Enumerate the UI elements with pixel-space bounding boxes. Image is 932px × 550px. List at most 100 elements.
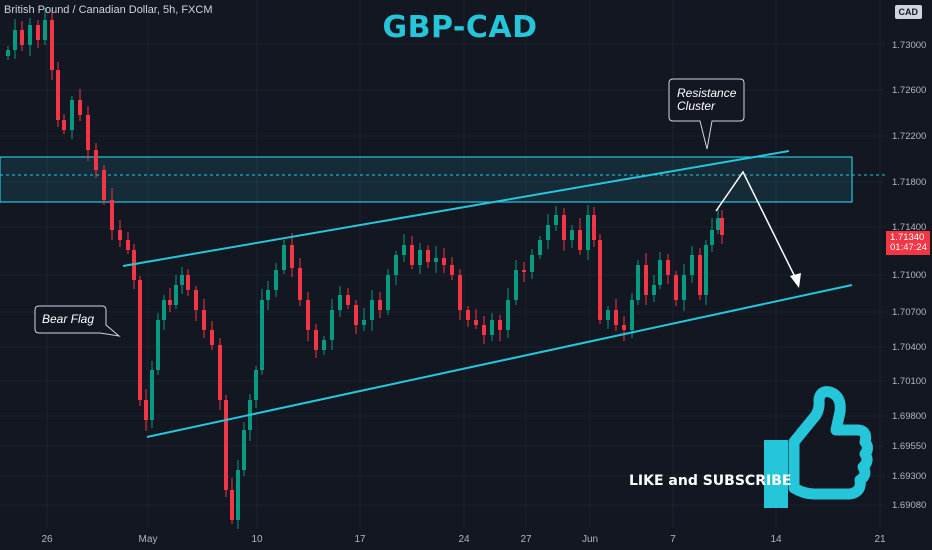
candle-body: [180, 275, 184, 285]
price-label: 1.69300: [892, 471, 927, 482]
candle-body: [202, 310, 206, 330]
date-label: 27: [520, 534, 532, 545]
candle-body: [450, 265, 454, 275]
candle-body: [378, 300, 382, 310]
candle-body: [274, 270, 278, 290]
candle-body: [586, 215, 590, 250]
candle-body: [102, 170, 106, 200]
price-label: 1.71000: [892, 270, 927, 281]
candle-body: [418, 250, 422, 265]
candle-body: [236, 470, 240, 520]
candle-body: [138, 280, 142, 400]
current-price-tag[interactable]: 1.71340 01:47:24: [886, 231, 930, 255]
candle-body: [338, 295, 342, 310]
candle-body: [330, 310, 334, 340]
candle-body: [466, 310, 470, 320]
candle-body: [614, 310, 618, 325]
candle-body: [144, 400, 148, 420]
date-label: 17: [354, 534, 366, 545]
candle-body: [570, 230, 574, 240]
candle-body: [652, 285, 656, 295]
price-label: 1.71800: [892, 177, 927, 188]
candle-body: [126, 240, 130, 250]
price-label: 1.70400: [892, 342, 927, 353]
candle-body: [720, 218, 724, 235]
candle-body: [666, 260, 670, 275]
candle-body: [704, 245, 708, 295]
thumbs-up-icon: [764, 386, 873, 508]
candle-body: [554, 215, 558, 225]
candle-body: [43, 20, 47, 40]
price-label: 1.72200: [892, 131, 927, 142]
resistance-zone: [0, 156, 885, 203]
chart-title: GBP-CAD: [382, 10, 538, 45]
candle-body: [36, 25, 40, 40]
candle-body: [86, 115, 90, 150]
channel-upper-line[interactable]: [122, 150, 790, 267]
candle-body: [174, 285, 178, 305]
price-label: 1.70100: [892, 376, 927, 387]
candle-body: [290, 245, 294, 268]
candle-body: [150, 370, 154, 420]
candle-body: [636, 265, 640, 300]
resistance-cluster-label: Resistance Cluster: [677, 86, 737, 113]
price-label: 1.69080: [892, 500, 927, 511]
like-subscribe-text: LIKE and SUBSCRIBE: [629, 473, 792, 489]
candle-body: [674, 275, 678, 300]
candle-body: [578, 230, 582, 250]
price-label: 1.69800: [892, 411, 927, 422]
candle-body: [506, 300, 510, 330]
bear-flag-label: Bear Flag: [42, 312, 95, 326]
candle-body: [110, 200, 114, 230]
candle-body: [354, 305, 358, 325]
candle-body: [224, 400, 228, 490]
candlestick-series: [6, 8, 724, 529]
candle-body: [710, 230, 714, 245]
candle-body: [362, 320, 366, 325]
candle-body: [298, 268, 302, 300]
bear-flag-callout-box[interactable]: [34, 305, 121, 337]
candle-body: [716, 218, 720, 230]
bar-countdown: 01:47:24: [890, 242, 927, 253]
candle-body: [13, 30, 17, 50]
current-price-value: 1.71340: [890, 232, 925, 243]
candle-body: [514, 270, 518, 300]
candle-body: [490, 320, 494, 335]
candle-body: [28, 25, 32, 45]
candle-body: [410, 245, 414, 265]
candle-body: [426, 250, 430, 262]
price-label: 1.73000: [892, 40, 927, 51]
date-label: 7: [670, 534, 676, 545]
candle-body: [682, 275, 686, 300]
candle-body: [442, 258, 446, 265]
candle-body: [254, 370, 258, 400]
date-label: 26: [41, 534, 53, 545]
candle-body: [70, 100, 74, 130]
price-label: 1.70700: [892, 307, 927, 318]
projection-arrow[interactable]: [715, 170, 800, 286]
candle-body: [194, 290, 198, 310]
candle-body: [62, 120, 66, 130]
date-label: May: [138, 534, 158, 545]
candle-body: [322, 340, 326, 350]
channel-lower-line[interactable]: [146, 284, 853, 438]
candle-body: [530, 255, 534, 272]
price-label: 1.72600: [892, 85, 927, 96]
candle-body: [386, 275, 390, 310]
candle-body: [210, 330, 214, 345]
date-label: 10: [251, 534, 263, 545]
candle-body: [260, 300, 264, 370]
candle-body: [162, 300, 166, 320]
candle-body: [20, 30, 24, 45]
resistance-callout-box[interactable]: [668, 78, 745, 150]
candle-body: [402, 245, 406, 255]
candle-body: [230, 490, 234, 520]
date-label: 14: [770, 534, 782, 545]
candle-body: [622, 325, 626, 330]
currency-badge[interactable]: CAD: [894, 5, 922, 19]
date-label: 24: [458, 534, 470, 545]
candle-body: [592, 215, 596, 240]
candle-body: [474, 320, 478, 325]
